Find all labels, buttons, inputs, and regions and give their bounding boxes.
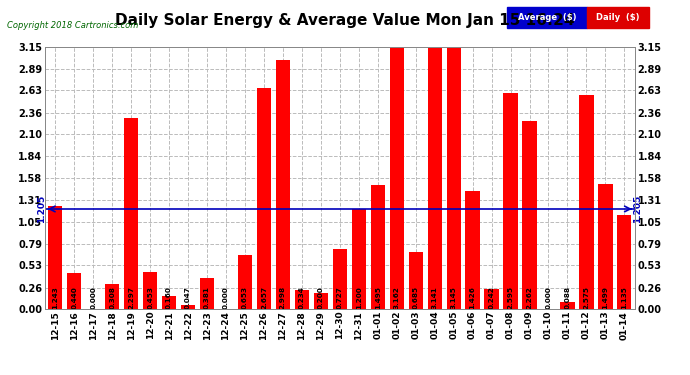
Bar <box>390 46 404 309</box>
Text: 3.145: 3.145 <box>451 286 457 309</box>
Bar <box>371 185 385 309</box>
Bar <box>143 272 157 309</box>
Bar <box>67 273 81 309</box>
Bar <box>618 215 631 309</box>
Text: 2.595: 2.595 <box>508 285 513 309</box>
Text: 1.205: 1.205 <box>633 195 642 223</box>
Bar <box>352 209 366 309</box>
Text: 0.088: 0.088 <box>564 285 571 309</box>
Text: 0.242: 0.242 <box>489 286 495 309</box>
Text: 2.575: 2.575 <box>584 285 589 309</box>
Bar <box>124 118 138 309</box>
Bar <box>200 278 214 309</box>
Text: 1.499: 1.499 <box>602 285 609 309</box>
Text: 2.998: 2.998 <box>280 285 286 309</box>
Bar <box>48 206 62 309</box>
Text: 2.297: 2.297 <box>128 286 134 309</box>
Text: 1.495: 1.495 <box>375 285 381 309</box>
Text: 0.000: 0.000 <box>546 286 551 309</box>
Bar <box>295 290 309 309</box>
Text: 1.205: 1.205 <box>37 195 46 223</box>
Text: 2.262: 2.262 <box>526 286 533 309</box>
Text: 1.243: 1.243 <box>52 286 58 309</box>
Text: 0.234: 0.234 <box>299 286 305 309</box>
Bar <box>105 284 119 309</box>
Bar <box>522 121 537 309</box>
Text: 3.162: 3.162 <box>394 286 400 309</box>
Bar <box>276 60 290 309</box>
Bar <box>504 93 518 309</box>
Text: 0.453: 0.453 <box>147 286 153 309</box>
Text: 0.727: 0.727 <box>337 286 343 309</box>
Text: 1.426: 1.426 <box>470 286 475 309</box>
Text: 0.000: 0.000 <box>90 286 96 309</box>
Bar <box>181 306 195 309</box>
Text: 0.381: 0.381 <box>204 286 210 309</box>
Text: 1.200: 1.200 <box>356 286 362 309</box>
Bar <box>598 184 613 309</box>
Text: 0.440: 0.440 <box>71 286 77 309</box>
Bar <box>428 48 442 309</box>
Bar <box>333 249 347 309</box>
Bar <box>446 47 461 309</box>
Text: 0.160: 0.160 <box>166 286 172 309</box>
Bar <box>314 293 328 309</box>
Bar <box>484 289 499 309</box>
Text: 1.135: 1.135 <box>622 286 627 309</box>
Text: 3.141: 3.141 <box>432 286 437 309</box>
Bar <box>466 190 480 309</box>
Bar <box>238 255 252 309</box>
Text: 0.200: 0.200 <box>318 286 324 309</box>
Bar <box>560 302 575 309</box>
Text: 2.657: 2.657 <box>261 285 267 309</box>
Bar <box>162 296 176 309</box>
Text: Average  ($): Average ($) <box>518 13 576 22</box>
Text: Daily Solar Energy & Average Value Mon Jan 15 16:24: Daily Solar Energy & Average Value Mon J… <box>115 13 575 28</box>
Text: 0.000: 0.000 <box>223 286 229 309</box>
Text: Copyright 2018 Cartronics.com: Copyright 2018 Cartronics.com <box>7 21 138 30</box>
Text: Daily  ($): Daily ($) <box>595 13 640 22</box>
Bar <box>408 252 423 309</box>
Bar <box>257 88 271 309</box>
Text: 0.047: 0.047 <box>185 286 191 309</box>
Text: 0.308: 0.308 <box>109 286 115 309</box>
Text: 0.653: 0.653 <box>242 285 248 309</box>
Text: 0.685: 0.685 <box>413 285 419 309</box>
Bar <box>580 95 593 309</box>
